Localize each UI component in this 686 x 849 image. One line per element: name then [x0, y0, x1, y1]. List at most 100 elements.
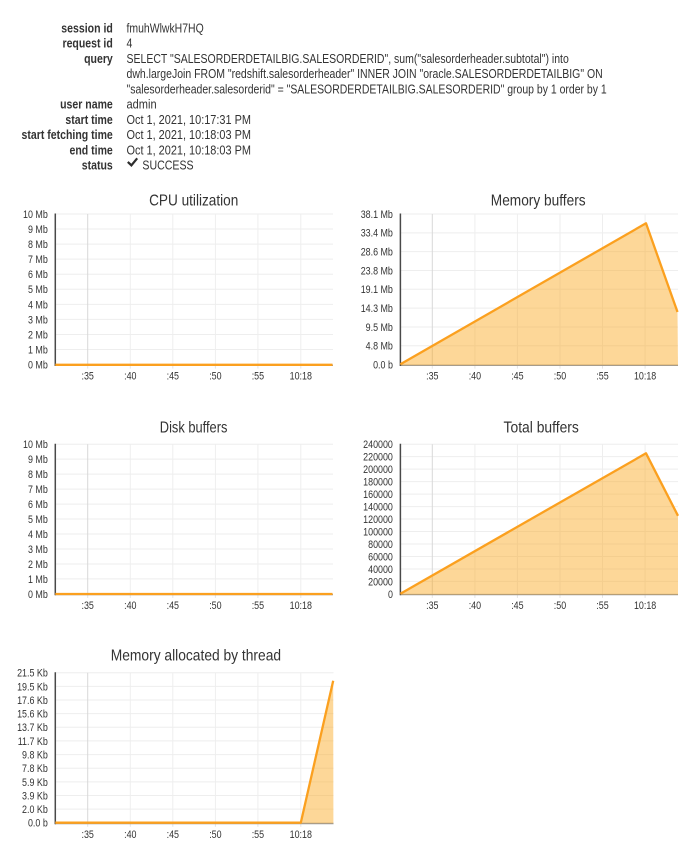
svg-text:8 Mb: 8 Mb	[28, 469, 48, 481]
svg-text:40000: 40000	[368, 564, 393, 576]
svg-text:"salesorderheader.salesorderid: "salesorderheader.salesorderid" = "SALES…	[127, 81, 607, 96]
svg-text:80000: 80000	[368, 539, 393, 551]
svg-text:user name: user name	[60, 97, 113, 112]
svg-text:21.5 Kb: 21.5 Kb	[17, 668, 48, 680]
svg-text:160000: 160000	[363, 489, 393, 501]
svg-text::55: :55	[252, 829, 264, 841]
svg-text:240000: 240000	[363, 439, 393, 451]
svg-text::55: :55	[252, 371, 264, 383]
svg-text:status: status	[82, 158, 113, 173]
svg-text:Memory buffers: Memory buffers	[491, 193, 586, 210]
svg-text::40: :40	[469, 371, 481, 383]
svg-text:9 Mb: 9 Mb	[28, 454, 48, 466]
svg-text::55: :55	[596, 600, 608, 612]
svg-text:0.0 b: 0.0 b	[28, 818, 48, 830]
svg-text:100000: 100000	[363, 526, 393, 538]
svg-text:7.8 Kb: 7.8 Kb	[22, 763, 48, 775]
svg-text:3 Mb: 3 Mb	[28, 314, 48, 326]
svg-text:Oct 1, 2021, 10:18:03 PM: Oct 1, 2021, 10:18:03 PM	[127, 127, 252, 142]
svg-text::50: :50	[209, 600, 221, 612]
svg-text:9.8 Kb: 9.8 Kb	[22, 749, 48, 761]
svg-text::35: :35	[426, 371, 438, 383]
svg-text:14.3 Mb: 14.3 Mb	[361, 303, 393, 315]
svg-text::50: :50	[209, 371, 221, 383]
svg-text:request id: request id	[62, 36, 112, 51]
svg-text:5 Mb: 5 Mb	[28, 284, 48, 296]
svg-text:1 Mb: 1 Mb	[28, 344, 48, 356]
svg-text:120000: 120000	[363, 514, 393, 526]
svg-text:180000: 180000	[363, 477, 393, 489]
svg-text:2 Mb: 2 Mb	[28, 329, 48, 341]
svg-text::45: :45	[511, 371, 523, 383]
svg-text::40: :40	[469, 600, 481, 612]
svg-text::40: :40	[124, 371, 136, 383]
svg-text:28.6 Mb: 28.6 Mb	[361, 247, 393, 259]
svg-text:15.6 Kb: 15.6 Kb	[17, 709, 48, 721]
svg-text:Memory allocated by thread: Memory allocated by thread	[111, 647, 281, 664]
svg-text:4: 4	[127, 36, 133, 51]
svg-text:11.7 Kb: 11.7 Kb	[18, 736, 48, 748]
svg-text::40: :40	[124, 600, 136, 612]
svg-text::45: :45	[167, 371, 179, 383]
svg-text:7 Mb: 7 Mb	[28, 484, 48, 496]
svg-text:fmuhWlwkH7HQ: fmuhWlwkH7HQ	[127, 20, 204, 35]
svg-text:10:18: 10:18	[634, 600, 656, 612]
svg-text::45: :45	[167, 829, 179, 841]
svg-text:5 Mb: 5 Mb	[28, 514, 48, 526]
svg-text:0 Mb: 0 Mb	[28, 360, 48, 372]
svg-text:Disk buffers: Disk buffers	[160, 419, 228, 436]
svg-text:Oct 1, 2021, 10:17:31 PM: Oct 1, 2021, 10:17:31 PM	[127, 112, 252, 127]
svg-text:19.1 Mb: 19.1 Mb	[361, 284, 393, 296]
svg-text:20000: 20000	[368, 576, 393, 588]
svg-text:end time: end time	[69, 142, 112, 157]
svg-text:10 Mb: 10 Mb	[23, 209, 48, 221]
svg-text::55: :55	[596, 371, 608, 383]
svg-text:23.8 Mb: 23.8 Mb	[361, 265, 393, 277]
svg-text::45: :45	[511, 600, 523, 612]
svg-text:17.6 Kb: 17.6 Kb	[17, 695, 48, 707]
svg-text:query: query	[84, 51, 113, 66]
svg-text::35: :35	[82, 371, 94, 383]
svg-text::50: :50	[554, 600, 566, 612]
svg-text:admin: admin	[127, 97, 157, 112]
svg-text:4 Mb: 4 Mb	[28, 529, 48, 541]
svg-text:10:18: 10:18	[290, 829, 312, 841]
svg-text:start fetching time: start fetching time	[22, 127, 113, 142]
svg-text:4.8 Mb: 4.8 Mb	[366, 341, 393, 353]
svg-text:start time: start time	[65, 112, 112, 127]
svg-text:3 Mb: 3 Mb	[28, 544, 48, 556]
svg-text::50: :50	[554, 371, 566, 383]
svg-text:CPU utilization: CPU utilization	[149, 193, 238, 210]
svg-text::35: :35	[82, 829, 94, 841]
svg-text:200000: 200000	[363, 464, 393, 476]
svg-text:13.7 Kb: 13.7 Kb	[17, 722, 48, 734]
svg-text:2.0 Kb: 2.0 Kb	[22, 804, 48, 816]
svg-text:0: 0	[388, 589, 393, 601]
svg-text:0 Mb: 0 Mb	[28, 589, 48, 601]
svg-text:Oct 1, 2021, 10:18:03 PM: Oct 1, 2021, 10:18:03 PM	[127, 142, 252, 157]
svg-text::40: :40	[124, 829, 136, 841]
svg-text:10:18: 10:18	[290, 371, 312, 383]
svg-text:1 Mb: 1 Mb	[28, 574, 48, 586]
svg-text:33.4 Mb: 33.4 Mb	[361, 228, 393, 240]
svg-text:dwh.largeJoin FROM "redshift.s: dwh.largeJoin FROM "redshift.salesorderh…	[127, 66, 603, 81]
svg-text:220000: 220000	[363, 452, 393, 464]
svg-text:60000: 60000	[368, 551, 393, 563]
svg-text:10 Mb: 10 Mb	[23, 439, 48, 451]
svg-text::55: :55	[252, 600, 264, 612]
svg-text:9 Mb: 9 Mb	[28, 224, 48, 236]
svg-text:5.9 Kb: 5.9 Kb	[22, 777, 48, 789]
svg-text:19.5 Kb: 19.5 Kb	[17, 681, 48, 693]
svg-text::35: :35	[82, 600, 94, 612]
svg-text::35: :35	[426, 600, 438, 612]
svg-text:9.5 Mb: 9.5 Mb	[366, 322, 393, 334]
svg-text:3.9 Kb: 3.9 Kb	[22, 790, 48, 802]
svg-text:38.1 Mb: 38.1 Mb	[361, 209, 393, 221]
svg-text::50: :50	[209, 829, 221, 841]
svg-text::45: :45	[167, 600, 179, 612]
svg-text:SELECT "SALESORDERDETAILBIG.SA: SELECT "SALESORDERDETAILBIG.SALESORDERID…	[127, 51, 569, 66]
svg-text:Total buffers: Total buffers	[504, 419, 579, 436]
svg-text:6 Mb: 6 Mb	[28, 269, 48, 281]
svg-text:140000: 140000	[363, 501, 393, 513]
svg-text:2 Mb: 2 Mb	[28, 559, 48, 571]
